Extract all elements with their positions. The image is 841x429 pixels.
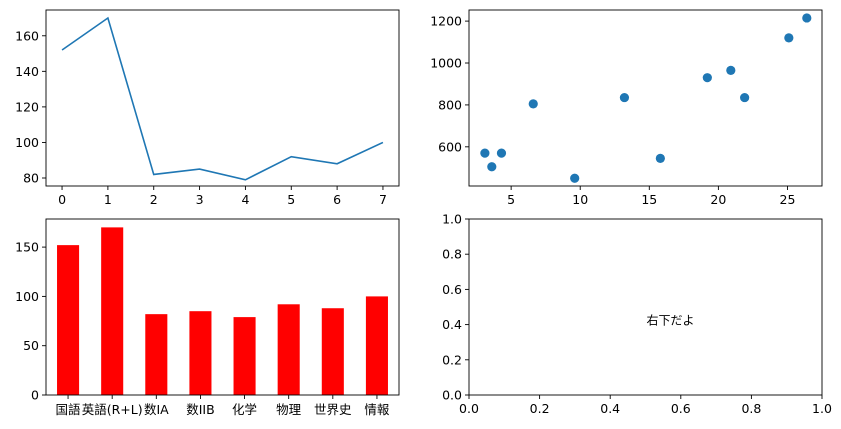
bar xyxy=(189,311,212,395)
x-tick-label: 25 xyxy=(780,192,796,207)
x-tick-label: 20 xyxy=(710,192,726,207)
y-tick-label: 0.8 xyxy=(442,247,462,262)
bar-chart-panel: 国語 英語(R+L) 数IA 数IIB 化学 物理 世界史 情報 0 50 100 150 xyxy=(15,218,400,417)
annotation-text: 右下だよ xyxy=(647,313,695,328)
y-tick-label: 0.4 xyxy=(442,317,462,332)
scatter-point xyxy=(496,148,507,158)
y-tick-label: 140 xyxy=(15,64,39,79)
y-tick-label: 0.2 xyxy=(442,352,462,367)
bar xyxy=(57,245,80,395)
scatter-point xyxy=(726,65,736,75)
axes-frame xyxy=(45,218,400,396)
y-tick-label: 0.0 xyxy=(442,388,462,403)
empty-axes-panel: 右下だよ 0.0 0.2 0.4 0.6 0.8 1.0 0.0 0.2 0.4 0.6 0.8 1.… xyxy=(442,212,832,417)
y-tick-label: 120 xyxy=(15,99,39,114)
x-tick-label: 4 xyxy=(241,192,249,207)
scatter-point xyxy=(802,13,812,23)
scatter-point xyxy=(784,33,794,43)
y-tick-label: 100 xyxy=(15,289,39,304)
x-tick-label: 1.0 xyxy=(812,401,832,416)
y-tick-label: 160 xyxy=(15,28,39,43)
scatter-point xyxy=(740,92,750,103)
bar xyxy=(145,314,168,395)
y-tick-label: 100 xyxy=(15,135,39,150)
x-tick-label: 10 xyxy=(572,192,588,207)
x-tick-label: 情報 xyxy=(364,402,390,417)
y-tick-label: 1000 xyxy=(430,56,462,71)
bar xyxy=(233,317,256,395)
y-tick-label: 800 xyxy=(438,97,462,112)
y-tick-label: 80 xyxy=(23,171,39,186)
x-tick-label: 0 xyxy=(58,192,66,207)
bar xyxy=(101,227,124,395)
x-tick-label: 2 xyxy=(150,192,158,207)
scatter-point xyxy=(528,99,538,109)
x-tick-label: 英語(R+L) xyxy=(82,402,143,417)
y-tick-label: 50 xyxy=(23,338,39,353)
x-tick-label: 世界史 xyxy=(314,402,352,417)
line-series xyxy=(61,16,384,181)
x-tick-label: 7 xyxy=(379,192,387,207)
x-tick-label: 化学 xyxy=(232,402,257,417)
x-tick-label: 15 xyxy=(641,192,657,207)
scatter-point xyxy=(487,162,497,172)
bar xyxy=(321,308,344,395)
scatter-point xyxy=(702,73,712,83)
y-tick-label: 0.6 xyxy=(442,282,462,297)
x-tick-label: 物理 xyxy=(276,402,302,417)
axes-frame xyxy=(45,9,400,187)
y-tick-label: 150 xyxy=(15,240,39,255)
scatter-point xyxy=(570,173,580,183)
scatter-point xyxy=(619,92,630,103)
scatter-point xyxy=(480,148,490,158)
x-tick-label: 5 xyxy=(287,192,295,207)
x-tick-label: 5 xyxy=(507,192,515,207)
x-tick-label: 0.6 xyxy=(671,401,691,416)
line-chart-panel: 0 1 2 3 4 5 6 7 80 100 120 140 160 xyxy=(15,9,400,207)
x-tick-label: 0.0 xyxy=(459,401,479,416)
scatter-point xyxy=(655,153,665,163)
y-tick-label: 0 xyxy=(31,388,39,403)
x-tick-label: 1 xyxy=(104,192,112,207)
x-tick-label: 国語 xyxy=(56,402,82,417)
x-tick-label: 0.8 xyxy=(741,401,761,416)
x-tick-label: 0.4 xyxy=(600,401,620,416)
x-tick-label: 0.2 xyxy=(530,401,550,416)
bar xyxy=(365,296,388,395)
y-tick-label: 1.0 xyxy=(442,212,462,227)
scatter-chart-panel: 5 10 15 20 25 600 800 1000 1200 xyxy=(430,9,823,207)
y-tick-label: 600 xyxy=(438,139,462,154)
bar xyxy=(277,304,300,395)
y-tick-label: 1200 xyxy=(430,14,462,29)
x-tick-label: 3 xyxy=(196,192,204,207)
axes-frame xyxy=(468,9,823,187)
axes-frame xyxy=(468,218,823,396)
x-tick-label: 6 xyxy=(333,192,341,207)
x-tick-label: 数IIB xyxy=(186,402,214,417)
x-tick-label: 数IA xyxy=(144,402,169,417)
